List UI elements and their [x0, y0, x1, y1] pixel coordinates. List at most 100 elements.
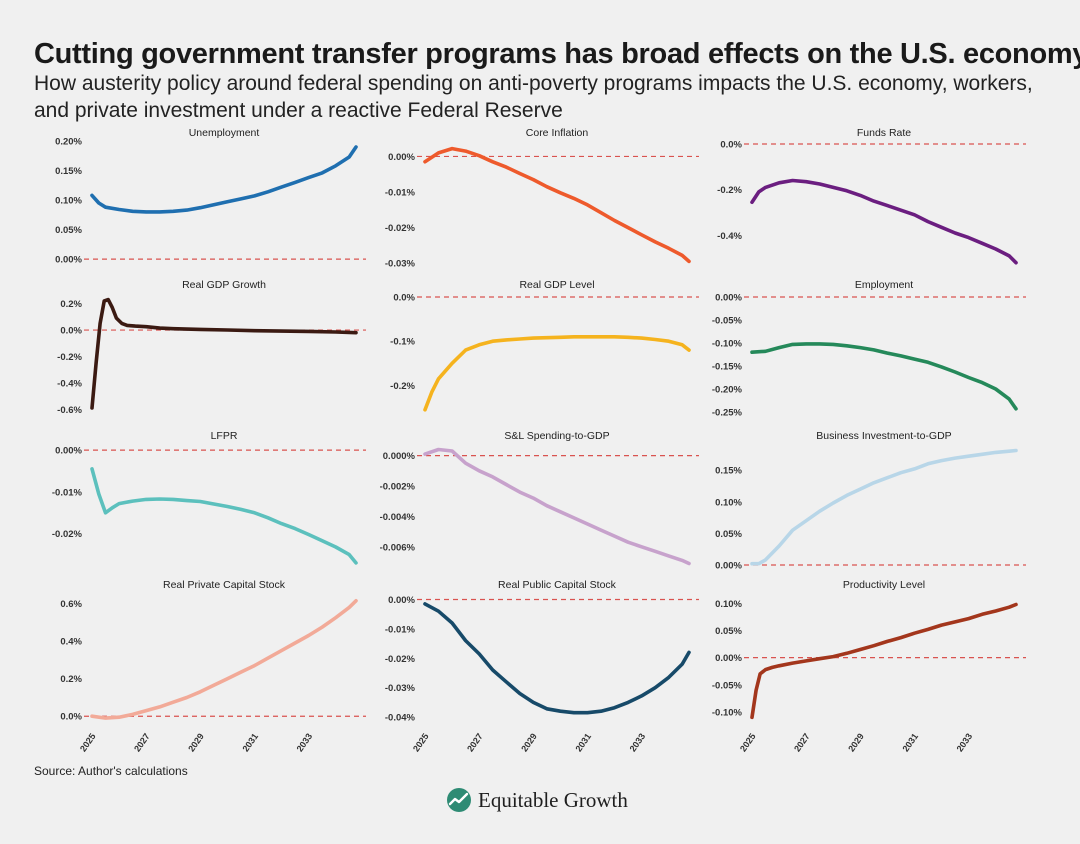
panel-title: Real GDP Growth	[182, 279, 266, 291]
series-line	[90, 598, 358, 720]
series-line	[90, 145, 358, 214]
panel-2: Funds Rate 0.0% -0.2% -0.4%	[717, 127, 1026, 265]
y-tick-label: -0.03%	[385, 683, 416, 694]
panel-11: Productivity Level 0.10% 0.05% 0.00% -0.05% -…	[712, 579, 1026, 754]
y-tick-label: -0.1%	[390, 337, 415, 348]
y-tick-label: 0.20%	[55, 137, 82, 148]
y-tick-label: 0.0%	[60, 326, 82, 337]
y-tick-label: -0.4%	[57, 378, 82, 389]
y-tick-label: -0.002%	[380, 481, 416, 492]
y-tick-label: 0.000%	[383, 451, 416, 462]
x-tick-label: 2027	[465, 731, 485, 753]
y-tick-label: -0.20%	[712, 385, 743, 396]
panel-0: Unemployment 0.00% 0.05% 0.10% 0.15% 0.20%	[55, 127, 366, 266]
panel-title: Real GDP Level	[519, 279, 594, 291]
series-line	[750, 342, 1018, 411]
x-tick-label: 2025	[411, 731, 431, 753]
panel-5: Employment 0.00% -0.05% -0.10% -0.15% -0.20% -…	[712, 279, 1026, 419]
series-line	[750, 602, 1018, 720]
panel-6: LFPR 0.00% -0.01% -0.02%	[52, 430, 366, 565]
y-tick-label: 0.4%	[60, 637, 82, 648]
y-tick-label: -0.02%	[52, 529, 83, 540]
panel-title: S&L Spending-to-GDP	[504, 430, 609, 442]
panel-9: Real Private Capital Stock 0.0% 0.2% 0.4% 0.…	[60, 579, 366, 754]
x-tick-label: 2033	[955, 731, 975, 753]
y-tick-label: 0.0%	[393, 293, 415, 304]
y-tick-label: -0.4%	[717, 231, 742, 242]
equitable-growth-logo: Equitable Growth	[446, 787, 628, 813]
panel-title: LFPR	[211, 430, 238, 442]
rising-line-logo-icon	[447, 788, 471, 812]
y-tick-label: 0.00%	[55, 255, 82, 266]
series-line	[750, 178, 1018, 265]
y-tick-label: -0.15%	[712, 362, 743, 373]
y-tick-label: -0.004%	[380, 512, 416, 523]
x-tick-label: 2033	[295, 731, 315, 753]
y-tick-label: -0.03%	[385, 259, 416, 270]
panel-title: Business Investment-to-GDP	[816, 430, 951, 442]
series-line	[423, 146, 691, 264]
y-tick-label: 0.0%	[60, 712, 82, 723]
panel-title: Real Public Capital Stock	[498, 579, 617, 591]
y-tick-label: -0.006%	[380, 542, 416, 553]
x-tick-label: 2031	[573, 731, 593, 753]
series-line	[423, 447, 691, 566]
series-line	[750, 448, 1018, 566]
y-tick-label: 0.00%	[715, 293, 742, 304]
panel-3: Real GDP Growth 0.2% 0.0% -0.2% -0.4% -0.6%	[57, 279, 366, 416]
panel-title: Productivity Level	[843, 579, 925, 591]
x-tick-label: 2025	[738, 731, 758, 753]
y-tick-label: -0.2%	[390, 381, 415, 392]
y-tick-label: 0.05%	[55, 225, 82, 236]
y-tick-label: 0.00%	[388, 152, 415, 163]
y-tick-label: 0.10%	[715, 599, 742, 610]
panel-title: Core Inflation	[526, 127, 589, 139]
y-tick-label: 0.00%	[715, 561, 742, 572]
y-tick-label: 0.05%	[715, 529, 742, 540]
x-tick-label: 2029	[846, 731, 866, 753]
y-tick-label: -0.6%	[57, 405, 82, 416]
source-note: Source: Author's calculations	[34, 764, 188, 778]
panel-7: S&L Spending-to-GDP 0.000% -0.002% -0.004% -…	[380, 430, 699, 566]
y-tick-label: -0.2%	[57, 352, 82, 363]
panel-title: Funds Rate	[857, 127, 911, 139]
y-tick-label: -0.02%	[385, 223, 416, 234]
y-tick-label: -0.01%	[385, 188, 416, 199]
y-tick-label: -0.10%	[712, 339, 743, 350]
y-tick-label: -0.25%	[712, 408, 743, 419]
x-tick-label: 2031	[240, 731, 260, 753]
x-tick-label: 2029	[519, 731, 539, 753]
y-tick-label: 0.2%	[60, 299, 82, 310]
x-tick-label: 2033	[628, 731, 648, 753]
x-tick-label: 2027	[792, 731, 812, 753]
y-tick-label: 0.2%	[60, 674, 82, 685]
y-tick-label: -0.05%	[712, 316, 743, 327]
panel-4: Real GDP Level 0.0% -0.1% -0.2%	[390, 279, 699, 412]
chart-subtitle: How austerity policy around federal spen…	[34, 72, 1033, 122]
x-tick-label: 2031	[900, 731, 920, 753]
y-tick-label: 0.0%	[720, 140, 742, 151]
y-tick-label: -0.01%	[385, 624, 416, 635]
y-tick-label: 0.00%	[715, 653, 742, 664]
y-tick-label: 0.00%	[55, 446, 82, 457]
panel-8: Business Investment-to-GDP 0.00% 0.05% 0.10…	[715, 430, 1026, 572]
x-tick-label: 2025	[78, 731, 98, 753]
logo-text: Equitable Growth	[478, 787, 628, 812]
panel-title: Unemployment	[189, 127, 260, 139]
y-tick-label: 0.00%	[388, 595, 415, 606]
chart-title: Cutting government transfer programs has…	[34, 38, 1080, 70]
y-tick-label: -0.2%	[717, 185, 742, 196]
y-tick-label: 0.15%	[55, 166, 82, 177]
y-tick-label: -0.01%	[52, 487, 83, 498]
series-line	[90, 467, 358, 565]
y-tick-label: 0.15%	[715, 466, 742, 477]
panel-title: Real Private Capital Stock	[163, 579, 286, 591]
panel-1: Core Inflation 0.00% -0.01% -0.02% -0.03%	[385, 127, 699, 270]
series-line	[90, 297, 358, 410]
y-tick-label: -0.10%	[712, 707, 743, 718]
series-line	[423, 602, 691, 715]
y-tick-label: 0.05%	[715, 626, 742, 637]
y-tick-label: -0.04%	[385, 713, 416, 724]
x-tick-label: 2029	[186, 731, 206, 753]
